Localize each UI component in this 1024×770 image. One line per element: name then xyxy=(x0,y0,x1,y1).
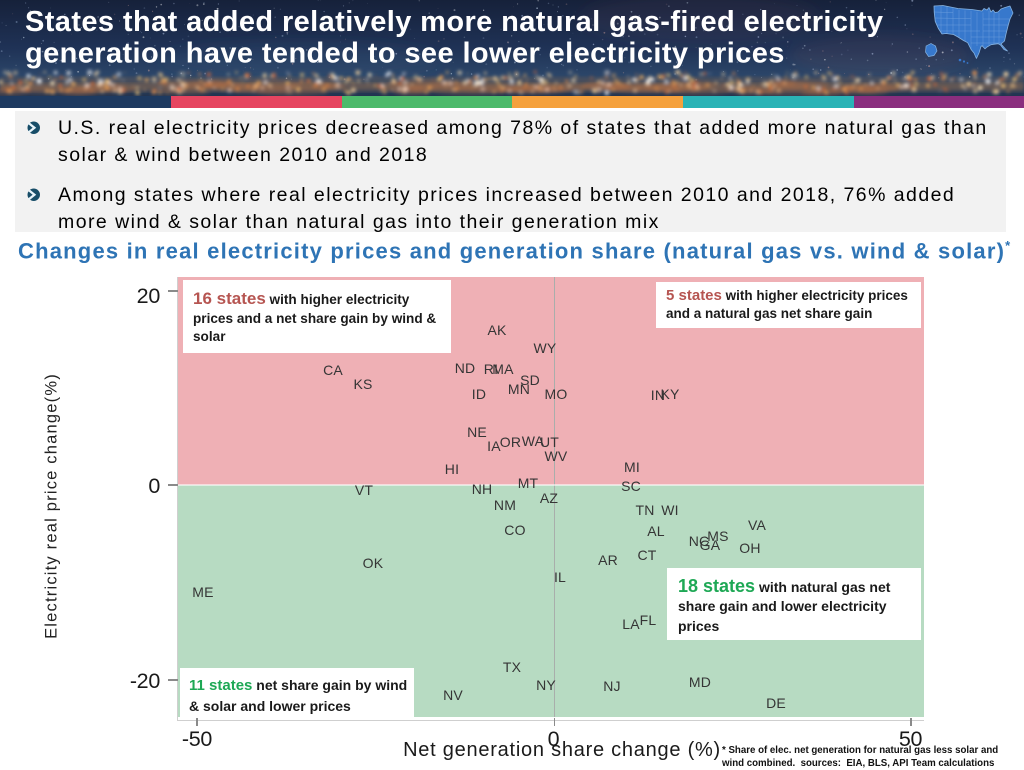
svg-text:States that added relatively m: States that added relatively more natura… xyxy=(25,6,883,38)
svg-text:generation have tended to see: generation have tended to see lower elec… xyxy=(25,38,785,70)
